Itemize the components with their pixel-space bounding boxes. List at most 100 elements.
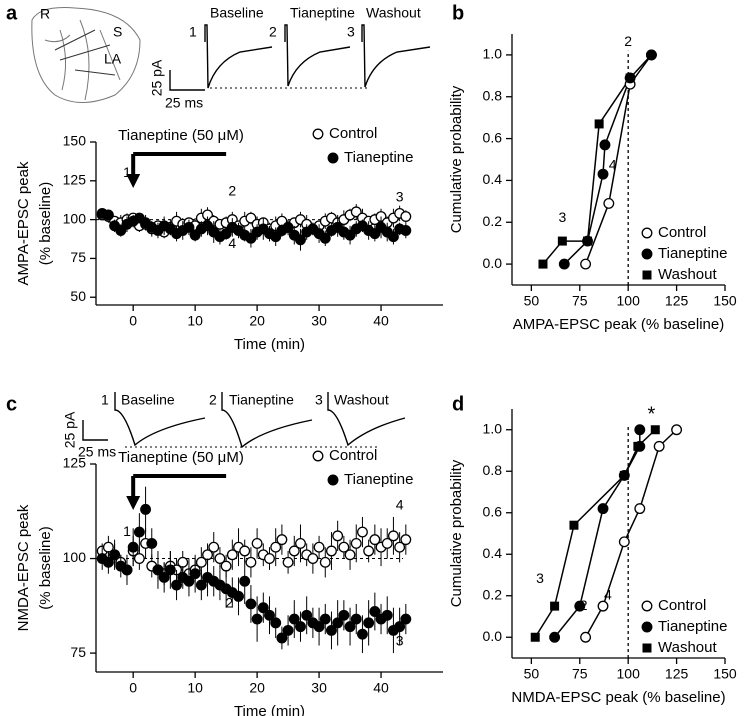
legend-marker xyxy=(312,450,324,462)
y-axis-label: AMPA-EPSC peak xyxy=(15,161,32,285)
data-point xyxy=(152,564,164,576)
panel-letter: a xyxy=(6,2,18,24)
y-tick-label: 0.6 xyxy=(483,129,503,145)
data-point xyxy=(319,232,331,244)
data-point xyxy=(220,560,232,572)
data-point xyxy=(369,534,381,546)
brain-label: R xyxy=(40,6,50,22)
x-tick-label: 20 xyxy=(249,313,265,329)
data-point xyxy=(226,549,238,561)
data-point xyxy=(164,564,176,576)
annotation: 3 xyxy=(396,189,404,205)
legend-label: Control xyxy=(329,125,377,142)
x-tick-label: 50 xyxy=(524,666,540,682)
drug-label: Tianeptine (50 μM) xyxy=(118,449,244,466)
y-tick-label: 0.0 xyxy=(483,255,503,271)
x-axis-label: Time (min) xyxy=(234,703,305,716)
data-point xyxy=(121,564,133,576)
data-point xyxy=(239,545,251,557)
data-point xyxy=(251,537,263,549)
nmda-traces xyxy=(82,392,406,449)
trace-label: Tianeptine xyxy=(229,392,294,408)
y-tick-label: 75 xyxy=(70,249,86,265)
trace-number: 3 xyxy=(315,392,323,408)
data-point xyxy=(363,617,375,629)
data-point xyxy=(251,613,263,625)
data-point xyxy=(313,541,325,553)
data-point xyxy=(276,534,288,546)
data-point xyxy=(369,606,381,617)
data-point xyxy=(653,440,665,452)
data-point xyxy=(288,545,300,557)
y-tick-label: 0.4 xyxy=(483,171,503,187)
data-point xyxy=(282,556,294,568)
data-point xyxy=(133,526,145,538)
y-tick-label: 100 xyxy=(63,210,87,226)
legend-marker xyxy=(642,270,652,280)
data-point xyxy=(183,221,195,233)
y-tick-label: 0.0 xyxy=(483,628,503,644)
y-tick-label: 0.6 xyxy=(483,503,503,519)
legend-marker xyxy=(642,643,652,653)
y-tick-label: 0.2 xyxy=(483,213,503,229)
data-point xyxy=(597,168,609,180)
panel-letter: b xyxy=(452,2,464,24)
data-point xyxy=(133,553,145,564)
data-point xyxy=(618,536,630,548)
legend-label: Control xyxy=(329,447,377,464)
legend-marker xyxy=(641,600,653,612)
data-point xyxy=(583,236,593,246)
y-tick-label: 75 xyxy=(70,644,86,660)
data-point xyxy=(381,609,393,621)
data-point xyxy=(394,621,406,633)
data-point xyxy=(332,530,344,542)
data-point xyxy=(645,49,657,61)
trace-number: 2 xyxy=(209,392,217,408)
x-axis-label: NMDA-EPSC peak (% baseline) xyxy=(511,689,725,706)
brain-label: S xyxy=(113,24,122,40)
data-point xyxy=(594,119,604,129)
data-point xyxy=(245,556,257,568)
annotation: 2 xyxy=(624,33,632,49)
data-point xyxy=(634,424,646,436)
data-point xyxy=(332,617,344,629)
legend-marker xyxy=(327,152,339,164)
data-point xyxy=(350,537,362,549)
trace-number: 1 xyxy=(189,24,197,40)
data-point xyxy=(183,575,195,587)
panel-letter: c xyxy=(6,393,17,415)
data-point xyxy=(295,537,306,549)
cumulative-line xyxy=(554,429,641,638)
legend-label: Control xyxy=(658,597,706,614)
x-tick-label: 10 xyxy=(187,313,203,329)
legend-marker xyxy=(641,227,653,239)
data-point xyxy=(363,545,375,557)
legend-label: Tianeptine xyxy=(658,245,728,262)
trace-number: 2 xyxy=(269,24,277,40)
y-axis-label: Cumulative probability xyxy=(448,85,465,233)
annotation: 1 xyxy=(123,164,131,180)
data-point xyxy=(634,503,646,515)
data-point xyxy=(597,600,609,612)
data-point xyxy=(557,236,567,246)
y-tick-label: 0.8 xyxy=(483,87,503,103)
y-tick-label: 1.0 xyxy=(483,46,503,62)
data-point xyxy=(394,541,406,553)
y-tick-label: 1.0 xyxy=(483,420,503,436)
y-axis-label: Cumulative probability xyxy=(448,459,465,607)
data-point xyxy=(295,234,306,246)
data-point xyxy=(146,537,158,549)
y-tick-label: 0.2 xyxy=(483,586,503,602)
data-point xyxy=(603,197,615,209)
data-point xyxy=(270,541,282,553)
data-point xyxy=(344,621,356,633)
drug-arrowhead xyxy=(126,174,141,188)
data-point xyxy=(549,631,561,643)
data-point xyxy=(530,632,540,642)
trace-number: 3 xyxy=(347,24,355,40)
data-point xyxy=(344,549,356,561)
data-point xyxy=(195,556,207,568)
data-point xyxy=(350,613,362,625)
data-point xyxy=(270,617,282,629)
